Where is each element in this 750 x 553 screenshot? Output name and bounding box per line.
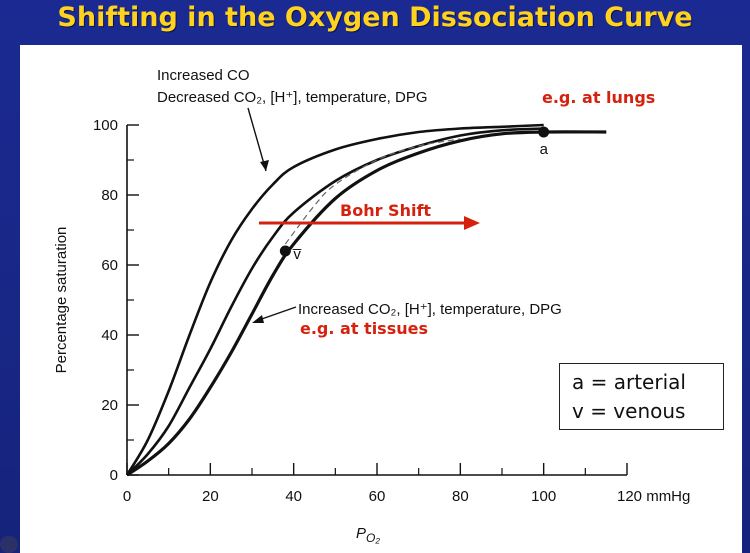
y-tick-label: 80 [101,187,118,204]
x-tick-label: 100 [531,488,556,505]
x-tick-label: 40 [285,488,302,505]
annotation-left-shift-factors: Decreased CO₂, [H⁺], temperature, DPG [157,89,428,106]
curve-right-shift [126,130,607,477]
x-tick-label: 120 mmHg [617,488,690,505]
annotation-increased-co: Increased CO [157,67,250,84]
y-axis-label: Percentage saturation [53,227,70,374]
legend-arterial: a = arterial [572,370,686,394]
data-point-venous [279,245,291,257]
data-point-label: v̅ [292,246,302,263]
annotation-tissues: e.g. at tissues [300,319,428,338]
y-tick-label: 20 [101,397,118,414]
data-point-arterial [538,126,550,138]
data-point-label: a [540,141,549,158]
y-tick-label: 60 [101,257,118,274]
x-axis-label: PO₂ [356,525,380,545]
annotation-lungs: e.g. at lungs [542,88,655,107]
playback-icon [0,536,18,553]
curve-group [125,123,607,477]
curve-left-shift [125,123,544,476]
chart-panel: 0 20 40 60 80 100 120 mmHg 0 20 40 60 80 100 a v̅ Per… [20,45,742,553]
curve-guide [284,138,461,245]
point-group: a v̅ [279,126,550,263]
legend-box: a = arterial v = venous [559,363,724,430]
left-shift-arrowhead [260,160,269,171]
bohr-shift-label: Bohr Shift [340,201,431,220]
x-tick-label: 20 [202,488,219,505]
y-tick-label: 0 [110,467,118,484]
x-tick-label: 80 [452,488,469,505]
x-tick-label: 0 [123,488,131,505]
tick-group: 0 20 40 60 80 100 120 mmHg 0 20 40 60 80 100 [93,117,690,505]
y-tick-label: 100 [93,117,118,134]
oxygen-dissociation-chart: 0 20 40 60 80 100 120 mmHg 0 20 40 60 80 100 a v̅ Per… [53,67,690,545]
left-shift-arrow-line [247,107,267,172]
slide-title: Shifting in the Oxygen Dissociation Curv… [57,2,693,33]
right-shift-arrowhead [252,315,264,323]
legend-venous: v = venous [572,399,686,423]
x-tick-label: 60 [369,488,386,505]
annotation-right-shift-factors: Increased CO₂, [H⁺], temperature, DPG [298,301,562,318]
y-tick-label: 40 [101,327,118,344]
bohr-shift-arrowhead [464,216,480,230]
curve-normal [126,127,544,476]
